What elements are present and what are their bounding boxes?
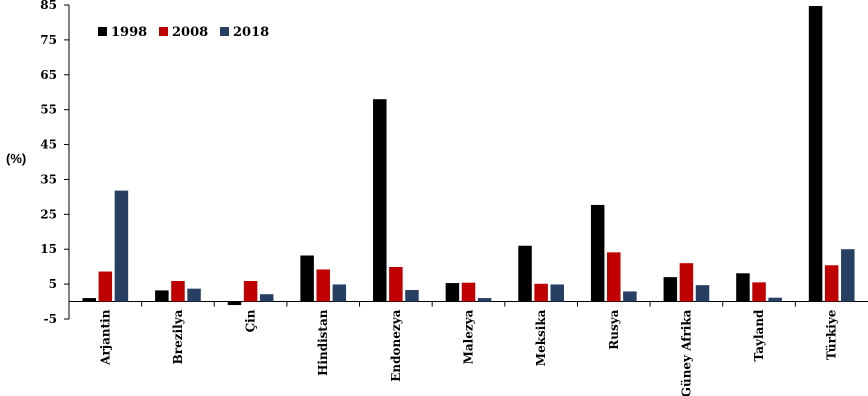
category-label: Çin xyxy=(244,309,258,332)
category-label: Arjantin xyxy=(98,309,112,366)
bar-2008-9 xyxy=(679,263,694,302)
bar-2018-6 xyxy=(477,298,492,302)
bar-2008-4 xyxy=(316,269,330,302)
bar-1998-7 xyxy=(518,245,532,302)
bar-2008-10 xyxy=(752,282,766,302)
category-label: Rusya xyxy=(607,309,621,349)
y-tick-label: 55 xyxy=(40,103,57,117)
y-tick-label: 65 xyxy=(40,68,57,82)
bar-1998-9 xyxy=(663,277,678,302)
y-axis-label: (%) xyxy=(6,151,26,166)
bar-2018-4 xyxy=(332,284,347,302)
bar-1998-6 xyxy=(445,283,460,302)
legend-swatch-2018 xyxy=(220,27,229,36)
bar-2008-11 xyxy=(824,265,839,302)
bar-1998-11 xyxy=(808,6,823,302)
y-tick-label: 45 xyxy=(40,138,57,152)
category-label: Endonezya xyxy=(389,309,403,381)
y-tick-label: 15 xyxy=(40,242,57,256)
bar-1998-2 xyxy=(155,290,169,302)
category-label: Malezya xyxy=(462,309,476,364)
category-label: Güney Afrika xyxy=(679,309,693,396)
bar-2018-8 xyxy=(623,291,637,302)
bar-2008-6 xyxy=(461,282,476,302)
bar-2008-8 xyxy=(607,252,621,302)
legend-swatch-2008 xyxy=(159,27,168,36)
category-label: Türkiye xyxy=(825,309,839,360)
legend-swatch-1998 xyxy=(98,27,107,36)
bar-2008-3 xyxy=(243,280,258,302)
category-labels: Arjantin Brezilya Çin Hindistan Endonezya Mal… xyxy=(98,309,838,396)
y-tick-label: 85 xyxy=(40,0,57,12)
legend-label-2018: 2018 xyxy=(233,25,269,40)
bar-2018-5 xyxy=(405,290,419,302)
y-tick-label: -5 xyxy=(44,312,57,326)
bar-1998-10 xyxy=(736,273,750,302)
category-label: Tayland xyxy=(752,309,766,362)
bar-2018-7 xyxy=(550,284,564,302)
bar-2008-5 xyxy=(389,267,403,302)
bar-2018-11 xyxy=(841,249,855,302)
bar-1998-8 xyxy=(590,204,605,302)
bar-2018-1 xyxy=(114,190,129,302)
bar-2018-3 xyxy=(259,294,274,302)
category-label: Meksika xyxy=(534,309,548,366)
x-axis xyxy=(69,301,868,307)
bar-2018-10 xyxy=(768,297,782,302)
bar-1998-5 xyxy=(373,99,387,302)
legend-label-2008: 2008 xyxy=(172,25,208,40)
y-tick-label: 75 xyxy=(40,33,57,47)
y-tick-label: 5 xyxy=(49,277,57,291)
category-label: Brezilya xyxy=(171,309,185,364)
bar-1998-3 xyxy=(227,301,242,306)
y-tick-label: 25 xyxy=(40,207,57,221)
bar-2008-1 xyxy=(98,271,113,302)
bar-2018-9 xyxy=(695,285,710,302)
category-label: Hindistan xyxy=(316,309,330,376)
bars xyxy=(82,6,855,306)
legend: 1998 2008 2018 xyxy=(98,25,269,40)
bar-2008-2 xyxy=(171,280,185,302)
bar-2018-2 xyxy=(187,288,201,302)
bar-1998-4 xyxy=(300,255,314,302)
y-tick-label: 35 xyxy=(40,172,57,186)
legend-label-1998: 1998 xyxy=(111,25,147,40)
y-axis: 85 75 65 55 45 35 25 15 5 -5 xyxy=(40,0,70,326)
bar-2008-7 xyxy=(534,283,548,302)
bar-1998-1 xyxy=(82,298,96,302)
